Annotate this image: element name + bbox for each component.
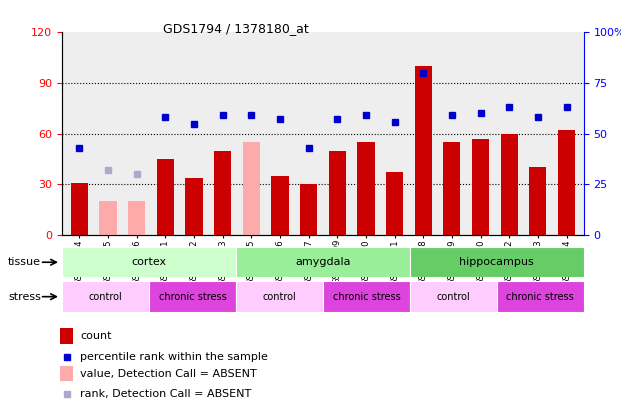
Bar [529,167,546,235]
Text: amygdala: amygdala [295,257,351,267]
Bar [214,151,231,235]
Bar [497,281,584,312]
Bar [329,151,346,235]
Text: value, Detection Call = ABSENT: value, Detection Call = ABSENT [80,369,257,379]
Text: control: control [263,292,296,302]
Text: cortex: cortex [132,257,166,267]
Bar [323,281,410,312]
Bar [128,201,145,235]
Bar [410,247,584,277]
Bar [300,184,317,235]
Bar [243,142,260,235]
Text: count: count [80,331,112,341]
Bar [236,281,323,312]
Text: stress: stress [8,292,41,302]
Text: control: control [437,292,470,302]
Bar [62,247,236,277]
Text: tissue: tissue [8,258,41,267]
Bar [357,142,374,235]
Bar [99,201,117,235]
Bar [472,139,489,235]
Bar [185,177,202,235]
Bar [415,66,432,235]
Text: chronic stress: chronic stress [158,292,227,302]
Text: percentile rank within the sample: percentile rank within the sample [80,352,268,362]
Text: rank, Detection Call = ABSENT: rank, Detection Call = ABSENT [80,389,252,399]
Bar [386,173,403,235]
Bar [149,281,236,312]
Bar [410,281,497,312]
Bar [271,176,289,235]
Text: GDS1794 / 1378180_at: GDS1794 / 1378180_at [163,22,309,35]
Text: chronic stress: chronic stress [332,292,401,302]
Bar [62,281,149,312]
Bar [443,142,461,235]
Text: hippocampus: hippocampus [460,257,534,267]
Text: control: control [89,292,122,302]
Bar [71,183,88,235]
Bar [236,247,410,277]
Bar [558,130,575,235]
Bar [60,366,73,381]
Text: chronic stress: chronic stress [506,292,574,302]
Bar [60,328,73,344]
Bar [156,159,174,235]
Bar [501,134,518,235]
